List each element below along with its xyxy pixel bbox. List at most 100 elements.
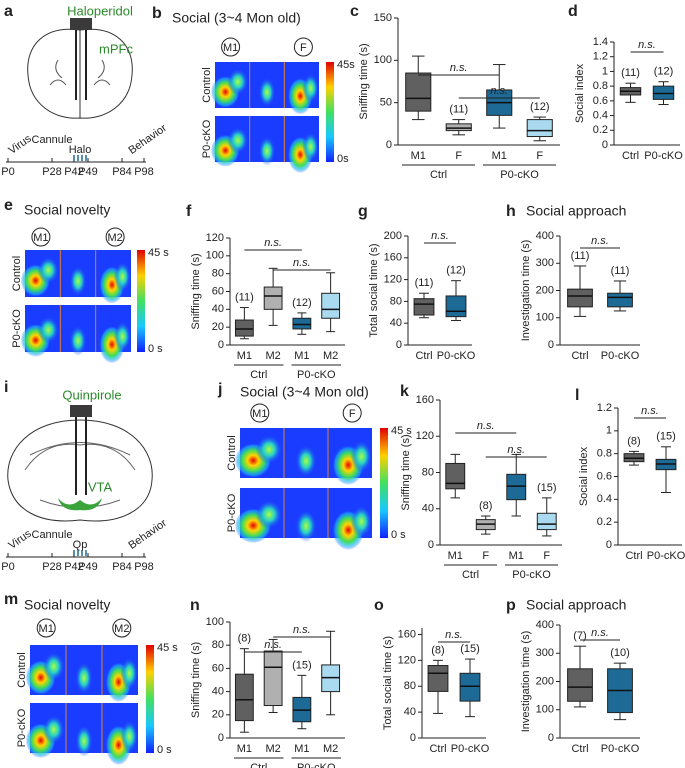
row-label: P0-cKO: [226, 493, 238, 532]
chamber-marker: [36, 618, 56, 638]
y-tick-label: 0.6: [597, 470, 612, 482]
box: [234, 673, 254, 722]
cannula-holder: [70, 18, 92, 30]
y-tick-label: 400: [536, 230, 554, 242]
chamber-label: F: [300, 42, 307, 54]
chamber-label: M1: [223, 42, 238, 54]
x-tick-label: P0-cKO: [601, 743, 640, 755]
y-tick-label: 40: [390, 317, 402, 329]
y-tick-label: 0: [386, 139, 392, 151]
color-bar-label: 45 s: [157, 642, 178, 654]
drug-label: Quinpirole: [62, 387, 121, 402]
y-axis-label: Sniffing time (s): [190, 253, 202, 329]
y-tick-label: 100: [206, 616, 224, 628]
x-tick-label: P0-cKO: [437, 350, 476, 362]
panel-title: Social novelty: [24, 597, 110, 613]
panel-title: Social novelty: [24, 202, 110, 218]
color-bar: [146, 645, 154, 753]
heatmap-blob: [255, 500, 283, 529]
row-label: Control: [226, 435, 238, 470]
significance-label: n.s.: [638, 39, 656, 51]
n-label: (11): [449, 104, 468, 116]
panel-letter: n: [190, 597, 200, 614]
timeline-day: P0: [1, 561, 14, 573]
significance-label: n.s.: [507, 444, 525, 456]
y-tick-label: 60: [212, 662, 224, 674]
y-tick-label: 300: [536, 257, 554, 269]
y-tick-label: 0.2: [597, 516, 612, 528]
vta-region: [58, 498, 102, 511]
heatmap-blob: [258, 77, 276, 108]
panel-letter: a: [4, 3, 13, 20]
panel-title: Social approach: [526, 203, 626, 219]
chamber-label: F: [349, 408, 356, 420]
panel-letter: k: [400, 383, 409, 400]
y-tick-label: 0: [548, 732, 554, 744]
heatmap-blob: [350, 505, 372, 538]
heatmap-blob: [120, 720, 138, 753]
n-label: (11): [415, 277, 434, 289]
y-tick-label: 0: [396, 339, 402, 351]
timeline-day: P98: [134, 166, 154, 178]
color-bar-label: 0 s: [391, 529, 406, 541]
y-tick-label: 0.8: [597, 448, 612, 460]
color-bar-label: 0 s: [157, 744, 172, 756]
box: [234, 319, 254, 337]
x-tick-label: F: [482, 550, 489, 562]
heatmap-blob: [75, 662, 93, 694]
panel-letter: c: [350, 3, 359, 20]
y-tick-label: 80: [212, 268, 224, 280]
y-tick-label: 0: [428, 539, 434, 551]
box: [263, 650, 283, 707]
x-tick-label: Ctrl: [571, 743, 588, 755]
panel-letter: p: [506, 597, 516, 614]
y-tick-label: 0: [410, 732, 416, 744]
y-tick-label: 200: [536, 284, 554, 296]
y-axis-label: Sniffing time (s): [400, 434, 412, 510]
box: [536, 512, 557, 531]
heatmap-blob: [75, 725, 93, 757]
y-tick-label: 100: [206, 250, 224, 262]
significance-label: n.s.: [431, 230, 449, 242]
box: [321, 292, 341, 319]
significance-label: n.s.: [591, 235, 609, 247]
x-tick-label: Ctrl: [571, 350, 588, 362]
color-bar-label: 45 s: [391, 425, 412, 437]
panel-letter: f: [186, 203, 192, 220]
y-tick-label: 200: [384, 230, 402, 242]
y-tick-label: 0.6: [593, 95, 608, 107]
n-label: (15): [460, 643, 480, 655]
chamber-label: M1: [33, 232, 48, 244]
heatmap-blob: [69, 325, 87, 356]
box: [405, 72, 432, 112]
timeline-day: P49: [78, 561, 98, 573]
x-tick-label: M1: [237, 350, 252, 362]
panel-letter: b: [152, 5, 162, 22]
heatmap-blob: [37, 256, 59, 284]
panel-letter: d: [568, 3, 578, 20]
heatmap-blob: [295, 510, 317, 542]
x-tick-label: F: [455, 150, 462, 162]
x-tick-label: M2: [265, 743, 280, 755]
x-tick-label: Ctrl: [415, 350, 432, 362]
n-label: (10): [610, 647, 630, 659]
y-tick-label: 0: [218, 732, 224, 744]
heatmap-blob: [37, 316, 59, 344]
box: [567, 668, 593, 702]
box: [445, 462, 466, 490]
timeline-day: P42: [64, 166, 84, 178]
box: [607, 292, 633, 308]
timeline-day: P0: [1, 166, 14, 178]
n-label: (15): [537, 482, 557, 494]
significance-label: n.s.: [293, 624, 311, 636]
panel-letter: m: [4, 591, 18, 608]
timeline-day: P98: [134, 561, 154, 573]
n-label: (11): [611, 265, 630, 277]
significance-label: n.s.: [490, 85, 508, 97]
x-tick-label: M1: [237, 743, 252, 755]
row-label: P0-cKO: [201, 119, 213, 158]
n-label: (12): [654, 66, 674, 78]
y-tick-label: 0: [602, 139, 608, 151]
x-tick-label: M1: [492, 150, 507, 162]
